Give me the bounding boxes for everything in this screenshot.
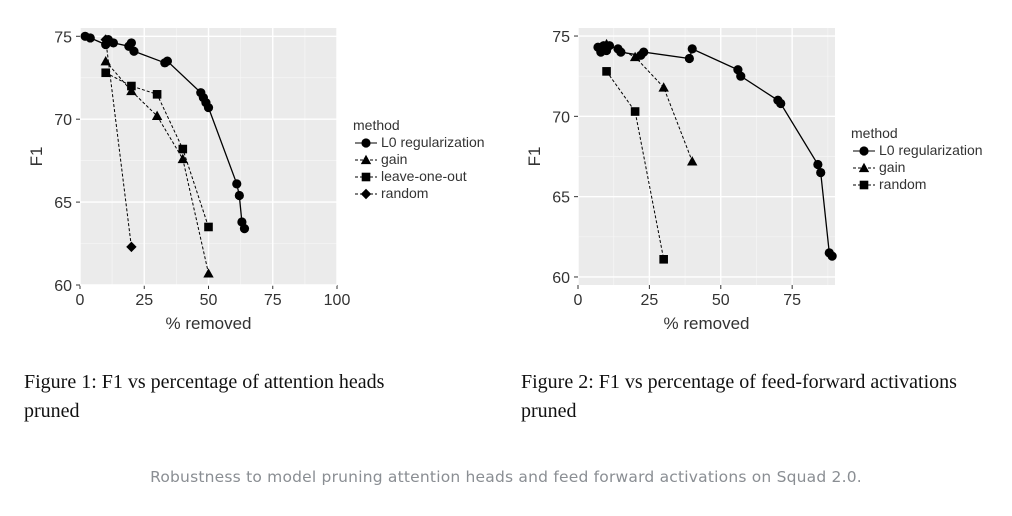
series-leave-one-out bbox=[101, 68, 213, 232]
tick-label-x: 75 bbox=[783, 292, 801, 309]
data-point bbox=[776, 98, 786, 109]
legend-label: random bbox=[381, 185, 428, 201]
y-axis-title: F1 bbox=[525, 147, 544, 167]
tick-label-x: 25 bbox=[640, 292, 658, 309]
data-point bbox=[100, 55, 111, 66]
data-point bbox=[630, 107, 640, 116]
tick-label-y: 75 bbox=[552, 29, 570, 46]
tick-label-y: 70 bbox=[54, 112, 72, 129]
data-point bbox=[177, 153, 188, 164]
legend-key-marker bbox=[360, 188, 372, 200]
data-point bbox=[658, 82, 669, 92]
tick-label-x: 50 bbox=[200, 292, 218, 309]
tick-label-x: 100 bbox=[324, 292, 351, 309]
legend-key-marker bbox=[859, 146, 869, 156]
series-l0-regularization bbox=[593, 41, 837, 261]
legend-label: gain bbox=[381, 151, 407, 167]
data-point bbox=[126, 85, 137, 96]
x-axis-title: % removed bbox=[166, 314, 252, 333]
page-caption: Robustness to model pruning attention he… bbox=[150, 468, 862, 486]
legend-item-gain: gain bbox=[355, 151, 407, 167]
data-point bbox=[232, 179, 242, 189]
legend-title: method bbox=[851, 125, 898, 141]
legend-label: L0 regularization bbox=[879, 142, 983, 158]
legend-label: random bbox=[879, 176, 926, 192]
legend-label: gain bbox=[879, 159, 905, 175]
data-point bbox=[85, 33, 95, 43]
legend-item-random: random bbox=[355, 185, 428, 201]
data-point bbox=[108, 38, 119, 48]
data-point bbox=[687, 44, 697, 54]
legend-key-marker bbox=[361, 138, 371, 148]
data-point bbox=[203, 102, 214, 113]
data-point bbox=[659, 255, 668, 264]
data-point bbox=[239, 224, 250, 234]
legend-label: L0 regularization bbox=[381, 134, 485, 150]
data-point bbox=[629, 51, 641, 62]
series-line bbox=[606, 43, 693, 162]
data-point bbox=[203, 268, 214, 278]
data-point bbox=[601, 38, 612, 49]
legend-key-marker bbox=[858, 162, 870, 173]
legend-key-marker bbox=[859, 180, 869, 190]
data-point bbox=[687, 156, 698, 166]
data-point bbox=[152, 90, 162, 99]
figure2-caption: Figure 2: F1 vs percentage of feed-forwa… bbox=[521, 371, 957, 422]
series-random bbox=[100, 34, 137, 253]
data-point bbox=[602, 67, 611, 76]
data-point bbox=[234, 190, 244, 201]
x-axis-title: % removed bbox=[664, 314, 750, 333]
tick-label-x: 50 bbox=[712, 292, 730, 309]
tick-label-x: 75 bbox=[264, 292, 282, 309]
tick-label-y: 60 bbox=[552, 270, 570, 287]
tick-label-x: 0 bbox=[574, 292, 583, 309]
legend-item-gain: gain bbox=[853, 159, 905, 175]
tick-label-y: 65 bbox=[552, 190, 570, 207]
data-point bbox=[813, 159, 823, 170]
legend-item-leave-one-out: leave-one-out bbox=[355, 168, 467, 184]
legend-item-l0-regularization: L0 regularization bbox=[355, 134, 485, 150]
data-point bbox=[639, 47, 649, 57]
series-l0-regularization bbox=[80, 31, 250, 234]
legend-key-marker bbox=[361, 172, 371, 182]
data-point bbox=[204, 222, 213, 232]
data-point bbox=[816, 167, 826, 178]
legend-label: leave-one-out bbox=[381, 168, 467, 184]
tick-label-y: 75 bbox=[54, 29, 72, 46]
legend-title: method bbox=[353, 117, 400, 133]
data-point bbox=[827, 251, 837, 261]
data-point bbox=[178, 144, 188, 154]
series-gain bbox=[601, 38, 698, 166]
tick-label-x: 0 bbox=[76, 292, 85, 309]
legend-item-l0-regularization: L0 regularization bbox=[853, 142, 983, 158]
figure1-caption: Figure 1: F1 vs percentage of attention … bbox=[24, 371, 385, 422]
data-point bbox=[129, 46, 139, 56]
data-point bbox=[616, 47, 626, 57]
legend-item-random: random bbox=[853, 176, 926, 192]
tick-label-y: 70 bbox=[552, 109, 570, 126]
data-point bbox=[736, 71, 746, 81]
data-point bbox=[162, 56, 172, 66]
data-point bbox=[151, 110, 163, 121]
series-random bbox=[602, 67, 668, 264]
data-point bbox=[101, 68, 110, 78]
y-axis-title: F1 bbox=[27, 147, 46, 167]
tick-label-y: 65 bbox=[54, 195, 72, 212]
series-gain bbox=[100, 55, 214, 278]
tick-label-x: 25 bbox=[135, 292, 153, 309]
data-point bbox=[684, 53, 694, 64]
legend-key-marker bbox=[360, 154, 372, 165]
data-point bbox=[126, 38, 136, 48]
data-point bbox=[126, 241, 137, 253]
data-point bbox=[127, 81, 136, 91]
tick-label-y: 60 bbox=[54, 278, 72, 295]
series-line bbox=[606, 71, 665, 260]
data-point bbox=[100, 34, 111, 45]
